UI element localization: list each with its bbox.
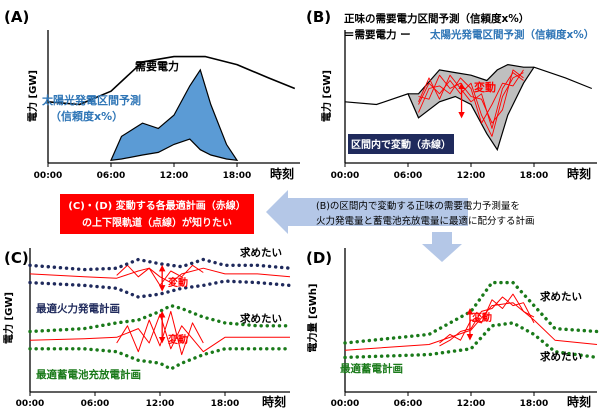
- panel-b-formula-line2-prefix: ＝需要電力 ー: [344, 28, 411, 41]
- demand-line: [47, 55, 296, 106]
- panel-c-x-tick: 06:00: [81, 399, 110, 409]
- panel-b-plot: [344, 30, 597, 167]
- panel-b-label: (B): [306, 8, 331, 26]
- panel-a-x-tick: 18:00: [223, 171, 252, 181]
- panel-d-x-tick: 06:00: [394, 399, 423, 409]
- panel-b-formula-line2-highlight: 太陽光発電区間予測（信頼度x%）: [429, 28, 594, 41]
- panel-c-want-top: 求めたい: [240, 246, 282, 259]
- down-arrow: [422, 232, 462, 262]
- battery-bound-dotted: [28, 347, 292, 371]
- storage-bound-dotted: [343, 280, 599, 345]
- panel-b-y-axis-title: 電力 [GW]: [320, 70, 333, 122]
- note-line2: 火力発電量と蓄電池充放電量に最適に配分する計画: [316, 215, 535, 227]
- panel-c-x-tick: 12:00: [146, 399, 175, 409]
- panel-d-x-axis-title: 時刻: [567, 394, 591, 409]
- battery-bound-dotted: [28, 303, 292, 334]
- panel-b-badge-text: 区間内で変動（赤線）: [351, 138, 451, 151]
- panel-a-demand-label: 需要電力: [135, 59, 179, 73]
- panel-d-storage-label: 最適蓄電計画: [340, 362, 403, 375]
- panel-a-plot: [47, 30, 300, 167]
- panel-c-variation-line: [29, 267, 291, 284]
- panel-b-x-axis-title: 時刻: [567, 166, 591, 181]
- panel-d-y-axis-title: 電力量 [GWh]: [306, 284, 319, 353]
- left-arrow: [266, 183, 468, 234]
- panel-a-x-tick: 00:00: [34, 171, 63, 181]
- panel-b-badge: [348, 134, 454, 154]
- panel-c-variation-top: 変動: [168, 276, 188, 289]
- storage-bound-dotted: [343, 321, 599, 360]
- panel-a-x-axis-title: 時刻: [270, 166, 294, 181]
- net-demand-variation-line: [418, 72, 524, 137]
- panel-b-formula-line1: 正味の需要電力区間予測（信頼度x%）: [344, 12, 529, 25]
- panel-d-want-bottom: 求めたい: [540, 350, 582, 363]
- net-demand-variation-line: [418, 72, 524, 129]
- panel-d-label: (D): [306, 249, 332, 267]
- panel-c: (C) 電力 [GW] 求めたい 求めたい 変動 変動 最適火力発電計画 最適蓄…: [2, 246, 292, 409]
- panel-b-x-ticks: 00:00 06:00 12:00 18:00: [331, 171, 549, 181]
- panel-a: (A) 電力 [GW] 需要電力 太陽光発電区間予測 （信頼度x%） 00:00…: [4, 8, 300, 181]
- panel-a-solar-label-line1: 太陽光発電区間予測: [41, 93, 141, 107]
- panel-b-x-tick: 18:00: [520, 171, 549, 181]
- thermal-bound-dotted: [28, 279, 292, 299]
- panel-c-variation-bottom: 変動: [168, 333, 188, 346]
- net-demand-variation-line: [418, 69, 524, 124]
- thermal-bound-dotted: [28, 257, 292, 272]
- panel-c-plot: [28, 248, 292, 396]
- callout-line1: (C)・(D) 変動する各最適計画（赤線）: [68, 199, 245, 212]
- panel-c-battery-label: 最適蓄電池充放電計画: [36, 368, 141, 381]
- panel-a-x-ticks: 00:00 06:00 12:00 18:00: [34, 171, 252, 181]
- panel-b-variation-label: 変動: [474, 80, 496, 94]
- panel-b-x-tick: 00:00: [331, 171, 360, 181]
- panel-a-x-tick: 06:00: [97, 171, 126, 181]
- panel-c-variation-line: [116, 264, 204, 286]
- panel-b: (B) 正味の需要電力区間予測（信頼度x%） ＝需要電力 ー 太陽光発電区間予測…: [306, 8, 597, 181]
- panel-c-x-axis-title: 時刻: [262, 394, 286, 409]
- middle-band: (C)・(D) 変動する各最適計画（赤線） の上下限軌道（点線）が知りたい (B…: [60, 183, 535, 262]
- panel-a-label: (A): [4, 8, 29, 26]
- storage-variation-line: [344, 302, 598, 351]
- storage-variation-line: [439, 296, 535, 347]
- panel-c-x-tick: 00:00: [16, 399, 45, 409]
- panel-d-x-tick: 18:00: [520, 399, 549, 409]
- panel-c-y-axis-title: 電力 [GW]: [2, 292, 15, 344]
- solar-forecast-band: [110, 68, 239, 162]
- storage-variation-line: [439, 293, 535, 344]
- panel-c-variation-line: [116, 310, 204, 356]
- panel-c-thermal-label: 最適火力発電計画: [36, 302, 120, 315]
- panel-b-x-tick: 12:00: [457, 171, 486, 181]
- net-demand-band: [344, 63, 593, 152]
- panel-a-solar-label-line2: （信頼度x%）: [50, 109, 123, 123]
- panel-d-want-top: 求めたい: [540, 290, 582, 303]
- panel-d-x-tick: 00:00: [331, 399, 360, 409]
- panel-c-label: (C): [4, 249, 29, 267]
- panel-d: (D) 電力量 [GWh] 求めたい 求めたい 変動 最適蓄電計画 00:00 …: [306, 248, 599, 409]
- panel-c-x-tick: 18:00: [211, 399, 240, 409]
- panel-d-x-tick: 12:00: [457, 399, 486, 409]
- panel-c-want-bottom: 求めたい: [240, 312, 282, 325]
- panel-a-y-axis-title: 電力 [GW]: [26, 70, 39, 122]
- callout-line2: の上下限軌道（点線）が知りたい: [82, 216, 232, 229]
- panel-d-variation-label: 変動: [472, 311, 492, 324]
- note-line1: (B)の区間内で変動する正味の需要電力予測量を: [316, 200, 520, 212]
- panel-a-x-tick: 12:00: [160, 171, 189, 181]
- panel-c-x-ticks: 00:00 06:00 12:00 18:00: [16, 399, 240, 409]
- net-demand-variation-line: [418, 69, 524, 124]
- panel-d-plot: [343, 248, 599, 396]
- callout-box: [60, 194, 254, 234]
- panel-d-x-ticks: 00:00 06:00 12:00 18:00: [331, 399, 549, 409]
- panel-b-x-tick: 06:00: [394, 171, 423, 181]
